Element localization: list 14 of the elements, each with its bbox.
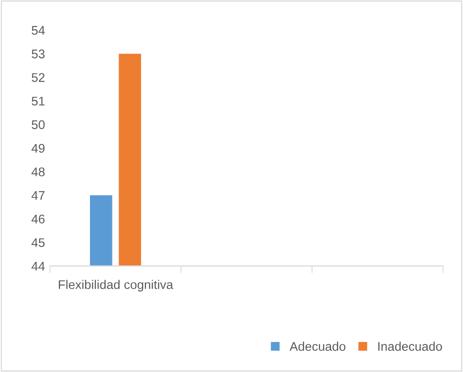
y-tick-label: 48 — [32, 167, 45, 176]
y-tick-label: 44 — [32, 262, 45, 271]
y-tick-label: 50 — [32, 120, 45, 130]
y-tick-label: 49 — [32, 144, 45, 153]
legend-label: Inadecuado — [378, 342, 442, 351]
y-tick-label: 46 — [32, 214, 45, 224]
legend-label: Adecuado — [290, 342, 346, 351]
y-tick-label: 52 — [32, 73, 45, 82]
y-tick-label: 47 — [32, 191, 45, 200]
x-tick-label: Flexibilidad cognitiva — [58, 280, 174, 292]
y-tick-label: 51 — [32, 96, 45, 106]
y-tick-label: 45 — [32, 238, 45, 248]
y-tick-label: 53 — [32, 50, 45, 58]
y-tick-label: 54 — [32, 26, 45, 35]
